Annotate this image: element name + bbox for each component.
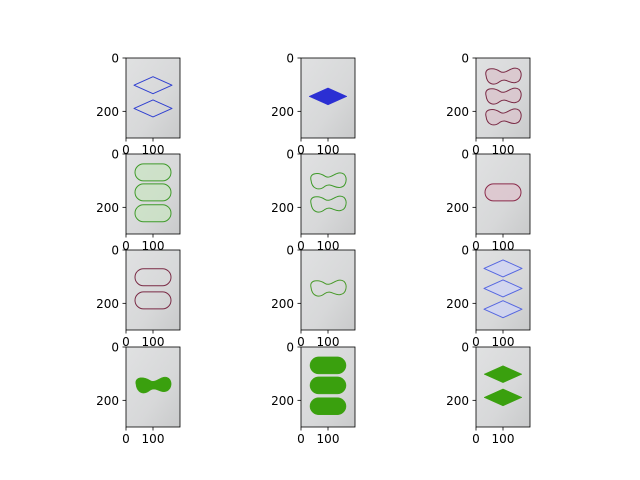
y-tick-label: 200	[271, 105, 294, 119]
subplot-r0-c0: 0 200 0 100	[96, 52, 181, 157]
x-tick-label: 0	[472, 143, 480, 157]
x-tick-label: 0	[122, 239, 130, 253]
x-tick-label: 100	[492, 432, 515, 446]
y-tick-label: 200	[96, 201, 119, 215]
y-tick-label: 200	[446, 394, 469, 408]
subplot-r3-c0: 0 200 0 100	[96, 341, 181, 446]
y-tick-label: 0	[286, 244, 294, 258]
pill-shape	[134, 163, 172, 182]
y-tick-label: 0	[111, 341, 119, 355]
subplot-r1-c1: 0 200 0 100	[271, 148, 356, 253]
pill-shape	[309, 376, 347, 395]
y-tick-label: 0	[461, 341, 469, 355]
pill-shape	[484, 183, 522, 202]
x-tick-label: 0	[122, 335, 130, 349]
pill-shape	[134, 291, 172, 310]
diamond-shape	[483, 259, 523, 278]
y-tick-label: 0	[286, 341, 294, 355]
wave-shape	[135, 376, 172, 394]
pill-shape	[134, 268, 172, 287]
diamond-shape	[133, 99, 173, 118]
y-tick-label: 200	[271, 394, 294, 408]
pill-shape	[134, 183, 172, 202]
x-tick-label: 0	[297, 143, 305, 157]
x-tick-label: 100	[492, 143, 515, 157]
diamond-shape	[483, 279, 523, 298]
subplot-r1-c0: 0 200 0 100	[96, 148, 181, 253]
x-tick-label: 100	[142, 239, 165, 253]
y-tick-label: 200	[271, 201, 294, 215]
x-tick-label: 0	[472, 335, 480, 349]
x-tick-label: 0	[122, 432, 130, 446]
image-background	[126, 250, 180, 330]
image-background	[476, 347, 530, 427]
wave-shape	[310, 195, 347, 213]
subplot-r2-c0: 0 200 0 100	[96, 244, 181, 349]
y-tick-label: 200	[446, 297, 469, 311]
wave-shape	[485, 108, 522, 126]
x-tick-label: 100	[492, 335, 515, 349]
x-tick-label: 100	[317, 432, 340, 446]
subplot-r2-c1: 0 200 0 100	[271, 244, 356, 349]
x-tick-label: 100	[142, 143, 165, 157]
x-tick-label: 100	[317, 143, 340, 157]
image-background	[301, 250, 355, 330]
diamond-shape	[483, 300, 523, 319]
x-tick-label: 100	[492, 239, 515, 253]
x-tick-label: 0	[297, 239, 305, 253]
wave-shape	[310, 279, 347, 297]
wave-shape	[485, 87, 522, 105]
y-tick-label: 0	[111, 244, 119, 258]
pill-shape	[134, 204, 172, 223]
wave-shape	[485, 67, 522, 85]
subplot-r1-c2: 0 200 0 100	[446, 148, 531, 253]
subplot-r3-c2: 0 200 0 100	[446, 341, 531, 446]
x-tick-label: 100	[317, 239, 340, 253]
y-tick-label: 200	[96, 394, 119, 408]
y-tick-label: 200	[446, 201, 469, 215]
subplot-r0-c1: 0 200 0 100	[271, 52, 356, 157]
subplot-grid: 0 200 0 100 0 200 0 100 0 200 0 100 0 200 0 100 0 200 0 100…	[96, 52, 531, 446]
y-tick-label: 200	[271, 297, 294, 311]
y-tick-label: 0	[461, 244, 469, 258]
y-tick-label: 0	[286, 148, 294, 162]
wave-shape	[310, 172, 347, 190]
y-tick-label: 0	[286, 52, 294, 66]
subplot-r2-c2: 0 200 0 100	[446, 244, 531, 349]
diamond-shape	[483, 388, 523, 407]
x-tick-label: 0	[472, 432, 480, 446]
x-tick-label: 0	[122, 143, 130, 157]
diamond-shape	[308, 87, 348, 106]
y-tick-label: 0	[461, 148, 469, 162]
x-tick-label: 0	[297, 432, 305, 446]
subplot-r0-c2: 0 200 0 100	[446, 52, 531, 157]
diamond-shape	[133, 76, 173, 95]
y-tick-label: 0	[461, 52, 469, 66]
image-background	[301, 154, 355, 234]
pill-shape	[309, 397, 347, 415]
pill-shape	[309, 356, 347, 375]
x-tick-label: 100	[142, 432, 165, 446]
x-tick-label: 100	[317, 335, 340, 349]
x-tick-label: 0	[297, 335, 305, 349]
y-tick-label: 200	[96, 297, 119, 311]
x-tick-label: 100	[142, 335, 165, 349]
image-background	[126, 58, 180, 138]
y-tick-label: 0	[111, 52, 119, 66]
subplot-r3-c1: 0 200 0 100	[271, 341, 356, 446]
x-tick-label: 0	[472, 239, 480, 253]
diamond-shape	[483, 365, 523, 383]
y-tick-label: 0	[111, 148, 119, 162]
y-tick-label: 200	[446, 105, 469, 119]
y-tick-label: 200	[96, 105, 119, 119]
